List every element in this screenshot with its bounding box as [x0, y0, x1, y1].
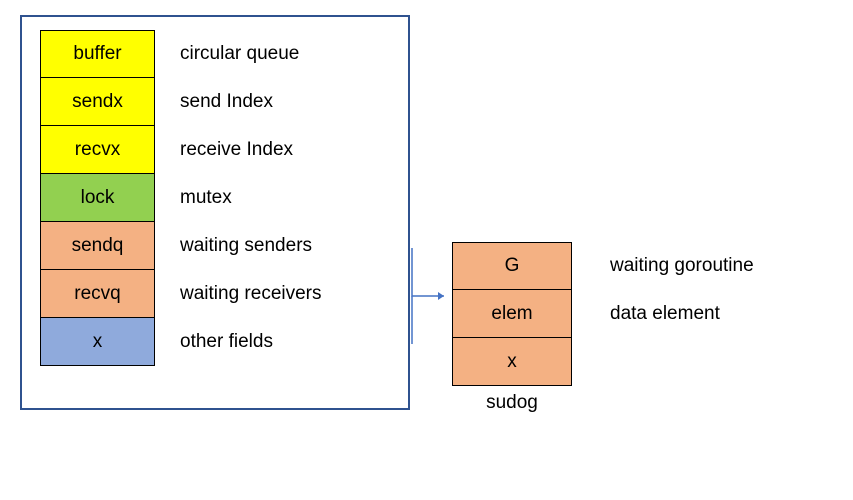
desc-recvx: receive Index [180, 126, 380, 174]
desc-x: other fields [180, 318, 380, 366]
sudog-field-x: x [452, 338, 572, 386]
sudog-descriptions: waiting goroutine data element [610, 242, 830, 386]
field-buffer: buffer [40, 30, 155, 78]
field-sendq: sendq [40, 222, 155, 270]
sudog-field-g: G [452, 242, 572, 290]
sudog-table: G elem x [452, 242, 572, 386]
field-recvx: recvx [40, 126, 155, 174]
sudog-desc-x [610, 338, 830, 386]
desc-sendq: waiting senders [180, 222, 380, 270]
sudog-desc-elem: data element [610, 290, 830, 338]
desc-recvq: waiting receivers [180, 270, 380, 318]
sudog-caption: sudog [452, 392, 572, 414]
field-lock: lock [40, 174, 155, 222]
sudog-field-elem: elem [452, 290, 572, 338]
sudog-desc-g: waiting goroutine [610, 242, 830, 290]
arrow-icon [408, 248, 452, 344]
field-recvq: recvq [40, 270, 155, 318]
field-x: x [40, 318, 155, 366]
desc-lock: mutex [180, 174, 380, 222]
hchan-descriptions: circular queue send Index receive Index … [180, 30, 380, 366]
desc-buffer: circular queue [180, 30, 380, 78]
desc-sendx: send Index [180, 78, 380, 126]
field-sendx: sendx [40, 78, 155, 126]
hchan-table: buffer sendx recvx lock sendq recvq x [40, 30, 155, 366]
